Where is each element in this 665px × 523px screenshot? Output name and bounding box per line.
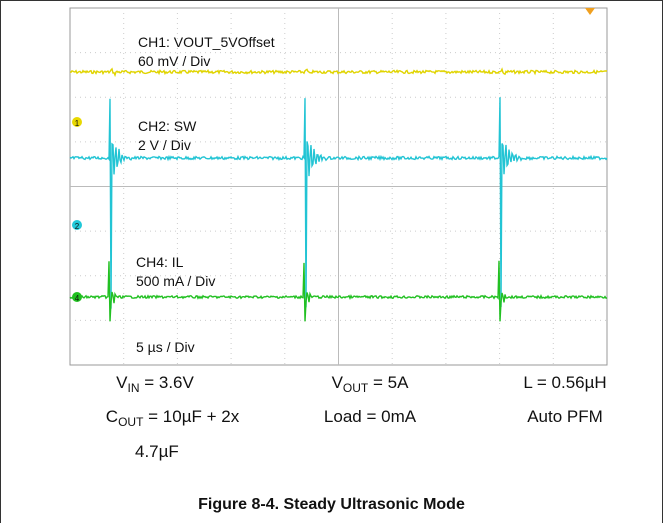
- traces: [69, 67, 608, 322]
- channel-marker: 4: [72, 292, 82, 303]
- condition: Load = 0mA: [323, 407, 417, 426]
- condition: VIN = 3.6V: [116, 373, 194, 395]
- marker-label: 1: [75, 119, 80, 128]
- oscilloscope-screen: 1 2 4 CH1: VOUT_5VOffset 60 mV / Div CH2…: [69, 7, 608, 366]
- waveform: [69, 260, 608, 322]
- figure-caption: Figure 8-4. Steady Ultrasonic Mode: [198, 496, 465, 513]
- condition-wrap: 4.7µF: [135, 442, 179, 461]
- waveform: [69, 97, 608, 309]
- channel-name: CH2: SW: [138, 118, 197, 134]
- channel-marker: 1: [72, 117, 82, 128]
- timebase: 5 µs / Div: [136, 339, 195, 355]
- marker-label: 2: [75, 222, 80, 231]
- condition: COUT = 10µF + 2x: [105, 407, 240, 429]
- channel-scale: 500 mA / Div: [136, 273, 215, 289]
- trigger-marker: [585, 8, 595, 15]
- channel-scale: 2 V / Div: [138, 137, 191, 153]
- channel-marker: 2: [72, 220, 82, 231]
- marker-label: 4: [75, 294, 80, 303]
- waveform: [69, 67, 608, 78]
- channel-scale: 60 mV / Div: [138, 53, 210, 69]
- grid: [70, 8, 607, 365]
- condition: L = 0.56µH: [523, 373, 607, 392]
- channel-name: CH1: VOUT_5VOffset: [138, 34, 275, 50]
- condition: VOUT = 5A: [331, 373, 409, 395]
- condition: Auto PFM: [527, 407, 603, 426]
- channel-name: CH4: IL: [136, 254, 184, 270]
